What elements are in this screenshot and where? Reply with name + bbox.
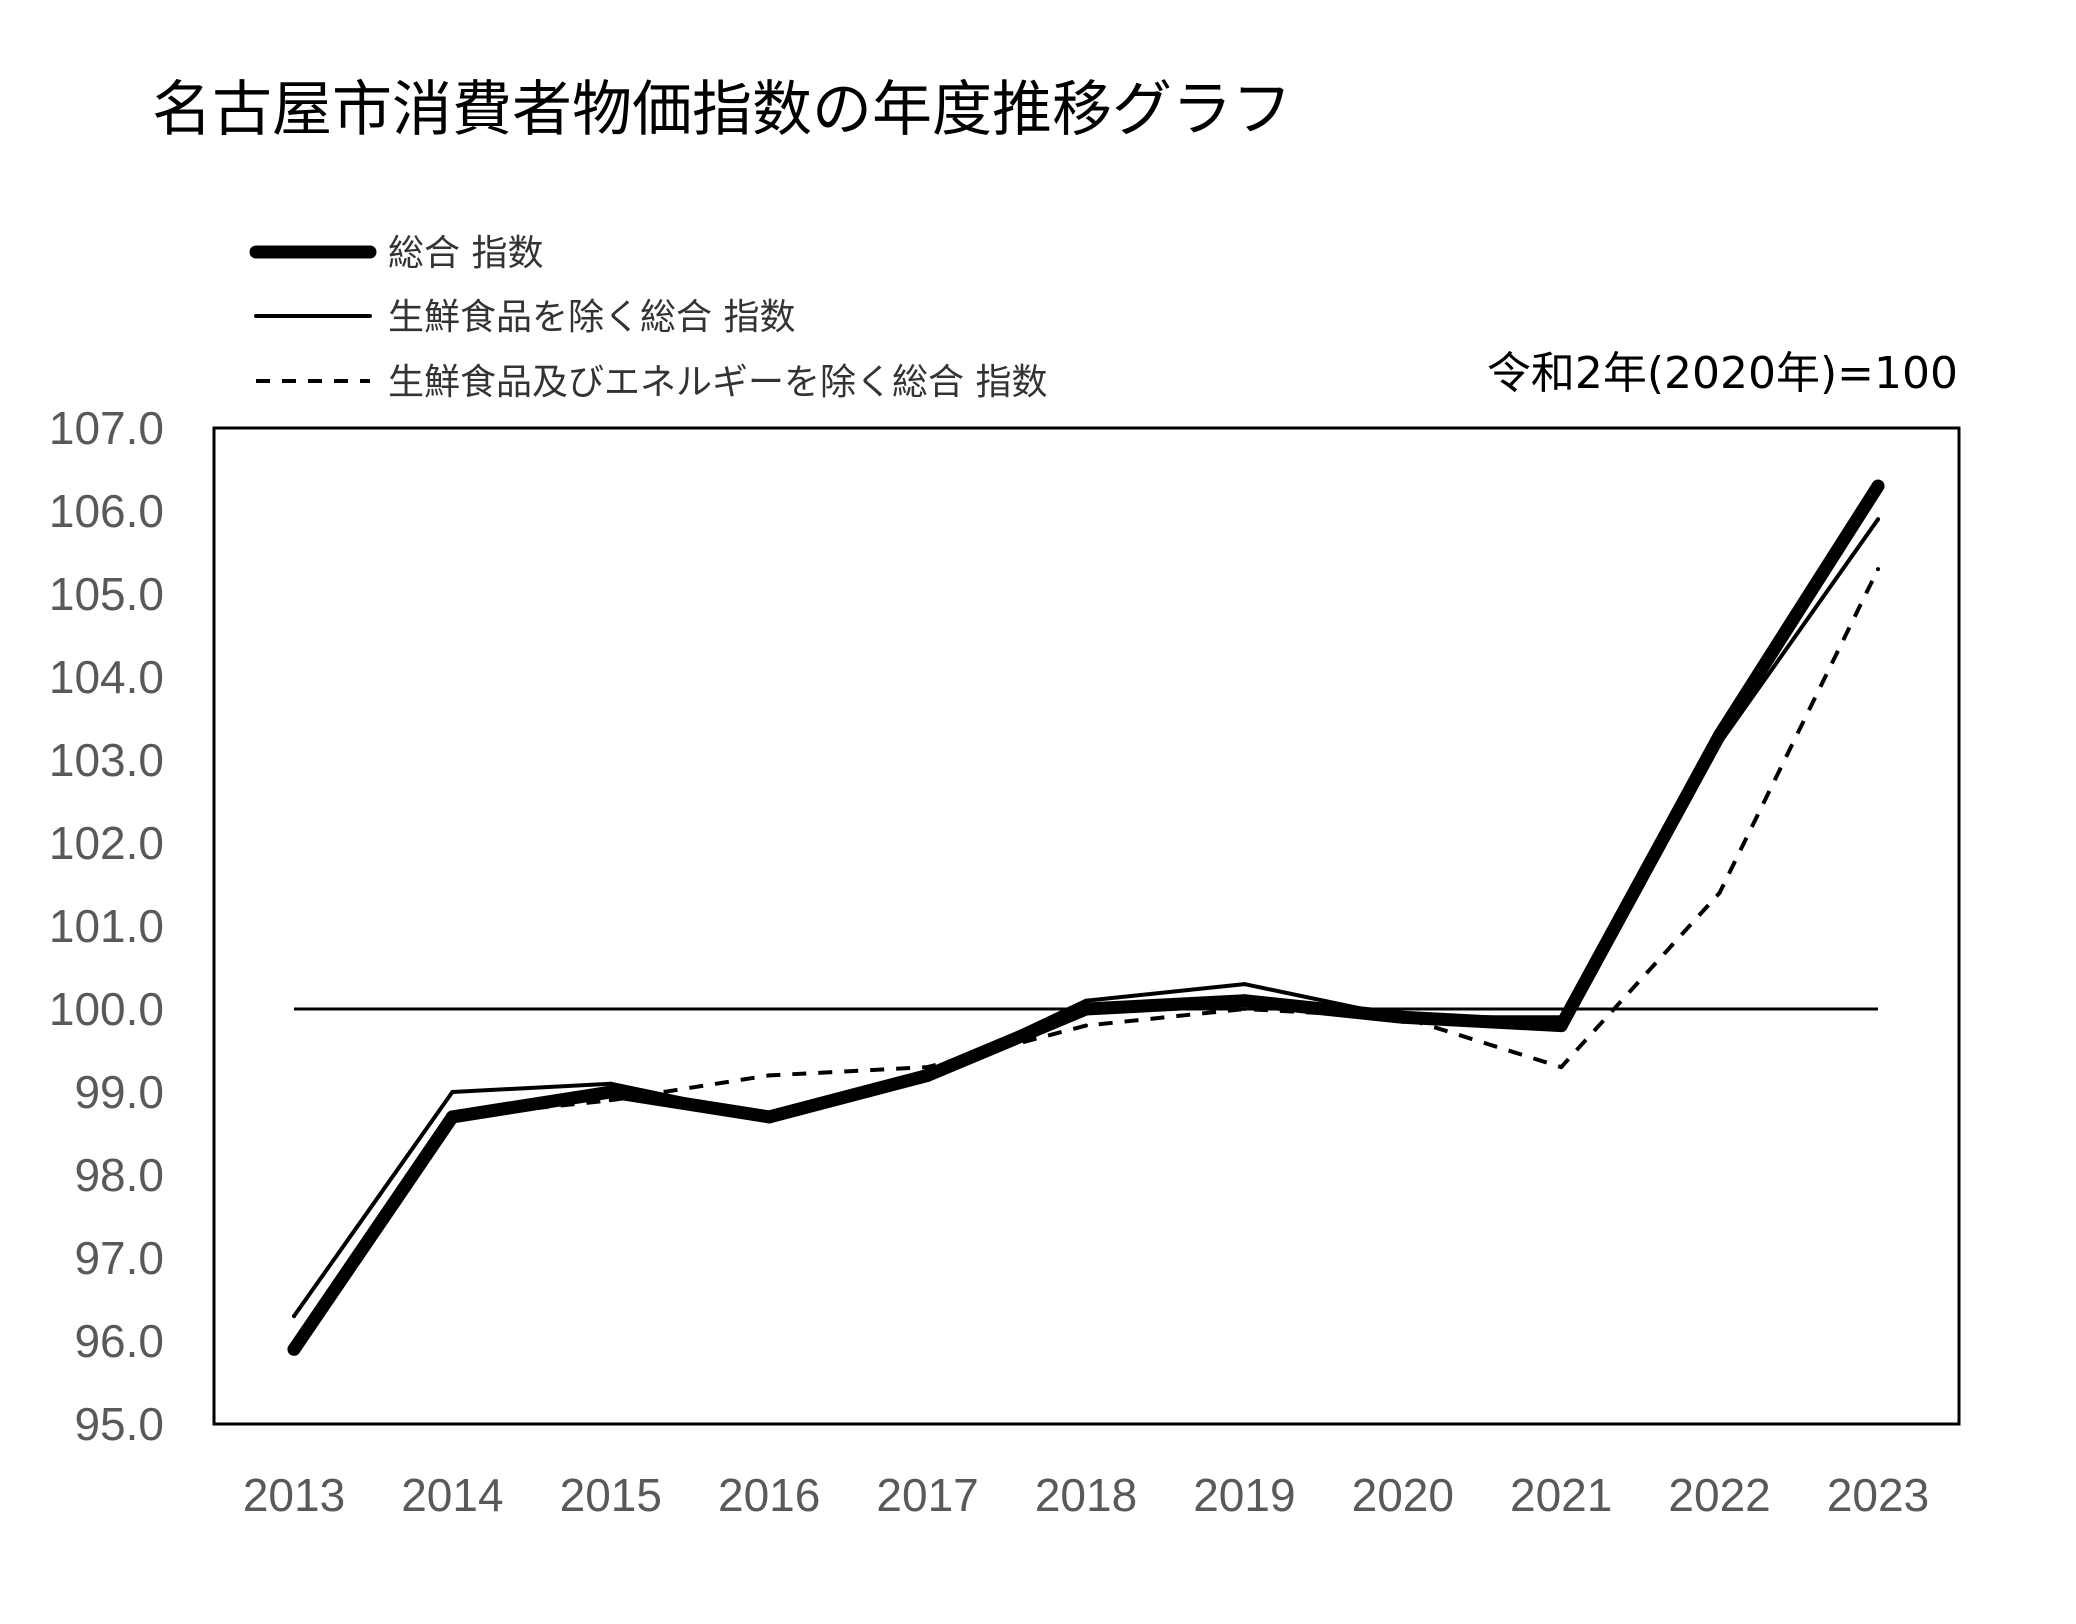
series-1-point <box>445 1110 459 1124</box>
y-axis-ticks: 95.0 96.0 97.0 98.0 99.0 100.0 101.0 102.0 103.0… <box>49 402 164 1450</box>
x-tick-label: 2022 <box>1668 1469 1770 1521</box>
series-2-point <box>450 1090 455 1094</box>
series-2-point <box>1084 998 1088 1003</box>
y-tick-label: 99.0 <box>74 1066 164 1118</box>
x-axis-ticks: 2013 2014 2015 2016 2017 2018 2019 2020 2021 2022… <box>243 1469 1929 1521</box>
series-1-point <box>1871 479 1885 493</box>
x-tick-label: 2018 <box>1035 1469 1137 1521</box>
y-tick-label: 106.0 <box>49 485 164 537</box>
series-2-point <box>292 1314 296 1319</box>
series-3-point <box>1876 567 1880 572</box>
x-tick-label: 2014 <box>401 1469 503 1521</box>
y-tick-label: 96.0 <box>74 1315 164 1367</box>
y-tick-label: 105.0 <box>49 568 164 620</box>
series-3-point <box>1717 890 1722 895</box>
y-tick-label: 95.0 <box>74 1398 164 1450</box>
y-tick-label: 102.0 <box>49 817 164 869</box>
series-2-point <box>1876 517 1880 522</box>
x-tick-label: 2013 <box>243 1469 345 1521</box>
series-1-point <box>1079 1002 1093 1016</box>
y-tick-label: 98.0 <box>74 1149 164 1201</box>
y-tick-label: 103.0 <box>49 734 164 786</box>
series-1-point <box>762 1110 776 1124</box>
series-3-point <box>1242 1007 1247 1011</box>
x-tick-label: 2019 <box>1193 1469 1295 1521</box>
y-tick-label: 100.0 <box>49 983 164 1035</box>
y-tick-label: 107.0 <box>49 402 164 454</box>
series-1-point <box>287 1342 301 1356</box>
series-1-point <box>1713 728 1727 742</box>
series-layer <box>287 479 1885 1356</box>
series-line-2 <box>292 517 1880 1319</box>
x-tick-label: 2015 <box>560 1469 662 1521</box>
series-line-3 <box>292 568 1880 1351</box>
series-3-point <box>608 1098 613 1103</box>
x-tick-label: 2020 <box>1352 1469 1454 1521</box>
series-2-point <box>608 1081 613 1086</box>
series-2-point <box>1242 982 1247 987</box>
series-3-point <box>1559 1065 1564 1070</box>
series-1-point <box>921 1068 935 1082</box>
series-3-point <box>767 1073 772 1078</box>
legend-label-2: 生鮮食品を除く総合 指数 <box>388 297 795 338</box>
chart-title: 名古屋市消費者物価指数の年度推移グラフ <box>152 75 1292 145</box>
y-tick-label: 101.0 <box>49 900 164 952</box>
x-tick-label: 2023 <box>1827 1469 1929 1521</box>
series-3-point <box>1084 1023 1088 1028</box>
series-1-point <box>604 1085 618 1099</box>
x-tick-label: 2021 <box>1510 1469 1612 1521</box>
y-tick-label: 104.0 <box>49 651 164 703</box>
x-tick-label: 2017 <box>876 1469 978 1521</box>
plot-area-frame <box>212 426 1961 1426</box>
legend-label-1: 総合 指数 <box>388 233 543 274</box>
series-1-point <box>1554 1019 1568 1033</box>
series-line-1 <box>287 479 1885 1356</box>
base-year-note: 令和2年(2020年)=100 <box>1487 348 1958 399</box>
legend-label-3: 生鮮食品及びエネルギーを除く総合 指数 <box>388 362 1047 403</box>
y-tick-label: 97.0 <box>74 1232 164 1284</box>
series-1-point <box>1237 994 1251 1008</box>
series-1-point <box>1396 1010 1410 1024</box>
x-tick-label: 2016 <box>718 1469 820 1521</box>
